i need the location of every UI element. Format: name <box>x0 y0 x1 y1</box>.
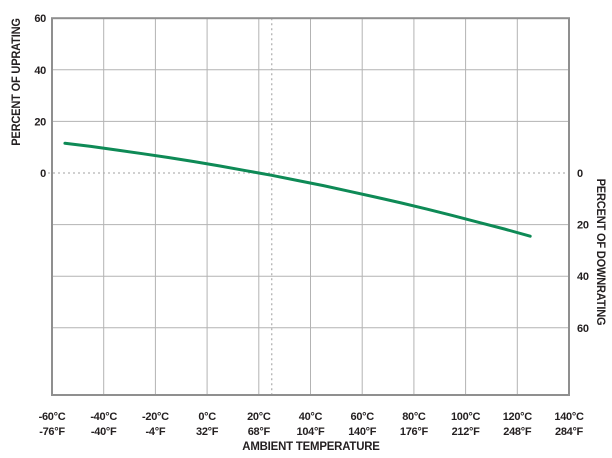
x-tick-celsius: -40°C <box>90 411 117 423</box>
uprating-downrating-curve <box>63 141 532 238</box>
x-axis-title: AMBIENT TEMPERATURE <box>242 439 380 453</box>
y-tick-left: 40 <box>34 65 46 77</box>
x-tick-celsius: 100°C <box>451 411 481 423</box>
x-tick-fahrenheit: 68°F <box>248 426 271 438</box>
x-tick-fahrenheit: 212°F <box>452 426 481 438</box>
x-tick-fahrenheit: -4°F <box>146 426 166 438</box>
plot-frame <box>51 17 570 396</box>
x-tick-fahrenheit: -40°F <box>91 426 117 438</box>
x-tick-fahrenheit: 32°F <box>196 426 219 438</box>
x-tick-celsius: 120°C <box>503 411 533 423</box>
x-tick-fahrenheit: 176°F <box>400 426 429 438</box>
y-tick-left: 0 <box>40 168 46 180</box>
x-tick-fahrenheit: 104°F <box>297 426 326 438</box>
y-tick-right: 0 <box>577 168 583 180</box>
x-tick-celsius: 40°C <box>299 411 323 423</box>
x-tick-celsius: -60°C <box>39 411 66 423</box>
x-tick-celsius: 80°C <box>402 411 426 423</box>
x-tick-celsius: 0°C <box>198 411 216 423</box>
x-tick-fahrenheit: 284°F <box>555 426 584 438</box>
y-tick-left: 20 <box>34 116 46 128</box>
y-tick-right: 40 <box>577 271 589 283</box>
x-tick-celsius: 140°C <box>554 411 584 423</box>
y-tick-right: 20 <box>577 220 589 232</box>
x-tick-celsius: 60°C <box>351 411 375 423</box>
x-tick-celsius: 20°C <box>247 411 271 423</box>
x-tick-fahrenheit: 140°F <box>348 426 377 438</box>
y-tick-left: 60 <box>34 13 46 25</box>
x-tick-fahrenheit: 248°F <box>503 426 532 438</box>
x-tick-celsius: -20°C <box>142 411 169 423</box>
x-tick-fahrenheit: -76°F <box>39 426 65 438</box>
y-tick-right: 60 <box>577 323 589 335</box>
